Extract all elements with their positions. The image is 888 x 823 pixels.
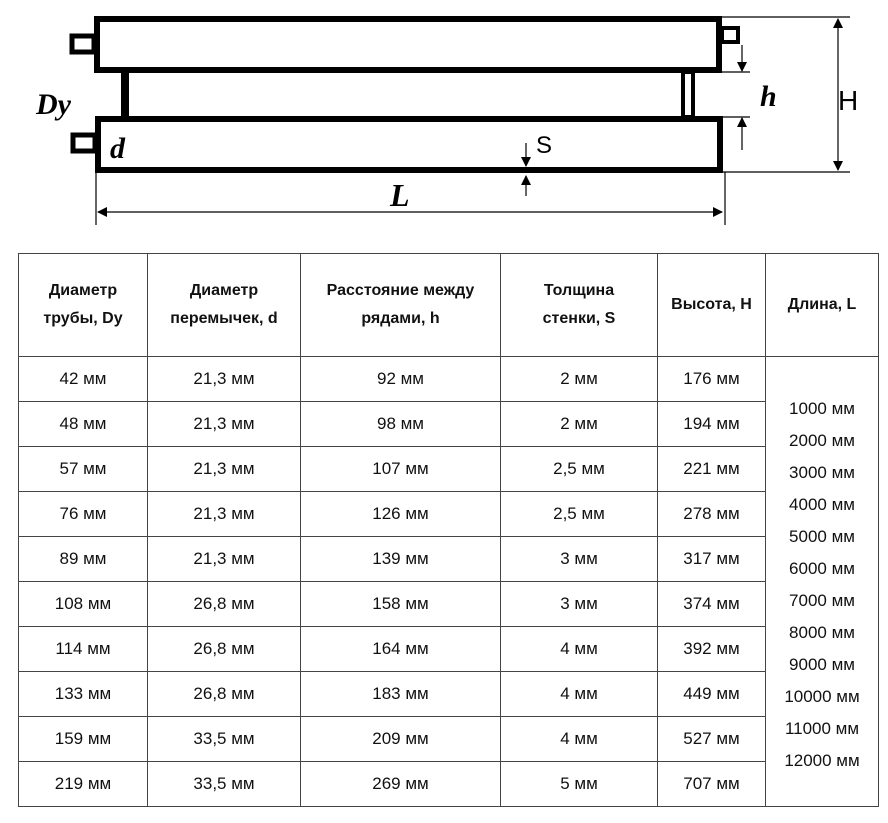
cell-h: 158 мм [300,581,501,627]
table-row: 114 мм 26,8 мм 164 мм 4 мм 392 мм [18,626,879,672]
table-row: 42 мм 21,3 мм 92 мм 2 мм 176 мм 1000 мм 2000 м… [18,356,879,807]
table-row: 89 мм 21,3 мм 139 мм 3 мм 317 мм [18,536,879,582]
length-value: 2000 мм [789,431,855,450]
label-L: L [389,177,410,213]
length-value: 9000 мм [789,655,855,674]
cell-dy: 89 мм [18,536,148,582]
cell-s: 4 мм [500,626,658,672]
cell-dy: 219 мм [18,761,148,807]
table-row: 57 мм 21,3 мм 107 мм 2,5 мм 221 мм [18,446,879,492]
table-header-row: Диаметр трубы, Dy Диаметр перемычек, d Р… [18,253,879,357]
label-h: h [760,80,777,113]
cell-s: 4 мм [500,716,658,762]
table-row: 76 мм 21,3 мм 126 мм 2,5 мм 278 мм [18,491,879,537]
cell-H: 449 мм [657,671,766,717]
cell-h: 92 мм [300,356,501,402]
cell-h: 126 мм [300,491,501,537]
table-row: 133 мм 26,8 мм 183 мм 4 мм 449 мм [18,671,879,717]
label-H: H [838,85,858,116]
length-value: 4000 мм [789,495,855,514]
cell-s: 2 мм [500,356,658,402]
cell-d: 21,3 мм [147,491,301,537]
length-value: 7000 мм [789,591,855,610]
radiator-diagram: Dy d S h H L [35,16,858,225]
length-value: 8000 мм [789,623,855,642]
cell-d: 26,8 мм [147,671,301,717]
cell-s: 2,5 мм [500,491,658,537]
cell-h: 98 мм [300,401,501,447]
header-dy: Диаметр трубы, Dy [18,253,148,357]
cell-H: 707 мм [657,761,766,807]
cell-s: 2,5 мм [500,446,658,492]
header-h: Расстояние между рядами, h [300,253,501,357]
length-value: 6000 мм [789,559,855,578]
cell-d: 33,5 мм [147,716,301,762]
cell-d: 21,3 мм [147,401,301,447]
cell-dy: 133 мм [18,671,148,717]
cell-lengths: 1000 мм 2000 мм 3000 мм 4000 мм 5000 мм 6000 … [765,356,879,807]
cell-d: 33,5 мм [147,761,301,807]
length-value: 1000 мм [789,399,855,418]
header-L: Длина, L [765,253,879,357]
cell-H: 374 мм [657,581,766,627]
cell-d: 21,3 мм [147,446,301,492]
label-d: d [110,132,126,165]
cell-dy: 42 мм [18,356,148,402]
cell-H: 392 мм [657,626,766,672]
header-H: Высота, H [657,253,766,357]
cell-d: 21,3 мм [147,356,301,402]
cell-H: 527 мм [657,716,766,762]
cell-h: 209 мм [300,716,501,762]
jumper-right [681,70,695,119]
cell-s: 2 мм [500,401,658,447]
cell-H: 221 мм [657,446,766,492]
jumper-left [121,72,129,117]
table-row: 219 мм 33,5 мм 269 мм 5 мм 707 мм [18,761,879,807]
cell-h: 269 мм [300,761,501,807]
cell-dy: 57 мм [18,446,148,492]
header-s: Толщина стенки, S [500,253,658,357]
cell-dy: 76 мм [18,491,148,537]
dimensions-table: Диаметр трубы, Dy Диаметр перемычек, d Р… [18,253,879,807]
cell-h: 107 мм [300,446,501,492]
cell-s: 4 мм [500,671,658,717]
cell-dy: 114 мм [18,626,148,672]
cell-h: 164 мм [300,626,501,672]
cell-s: 5 мм [500,761,658,807]
length-value: 12000 мм [784,751,860,770]
label-s: S [536,132,552,159]
cell-d: 26,8 мм [147,626,301,672]
top-pipe [69,16,740,73]
cell-d: 26,8 мм [147,581,301,627]
table-row: 108 мм 26,8 мм 158 мм 3 мм 374 мм [18,581,879,627]
cell-s: 3 мм [500,536,658,582]
table-row: 48 мм 21,3 мм 98 мм 2 мм 194 мм [18,401,879,447]
length-value: 5000 мм [789,527,855,546]
table-row: 159 мм 33,5 мм 209 мм 4 мм 527 мм [18,716,879,762]
cell-d: 21,3 мм [147,536,301,582]
bottom-pipe [70,116,723,173]
label-dy: Dy [35,88,72,121]
cell-dy: 108 мм [18,581,148,627]
cell-H: 194 мм [657,401,766,447]
cell-dy: 159 мм [18,716,148,762]
dimension-lines [95,16,850,225]
cell-h: 183 мм [300,671,501,717]
cell-s: 3 мм [500,581,658,627]
cell-H: 278 мм [657,491,766,537]
cell-dy: 48 мм [18,401,148,447]
length-value: 11000 мм [784,719,860,738]
header-d: Диаметр перемычек, d [147,253,301,357]
cell-h: 139 мм [300,536,501,582]
cell-H: 176 мм [657,356,766,402]
length-value: 10000 мм [784,687,860,706]
cell-H: 317 мм [657,536,766,582]
length-value: 3000 мм [789,463,855,482]
